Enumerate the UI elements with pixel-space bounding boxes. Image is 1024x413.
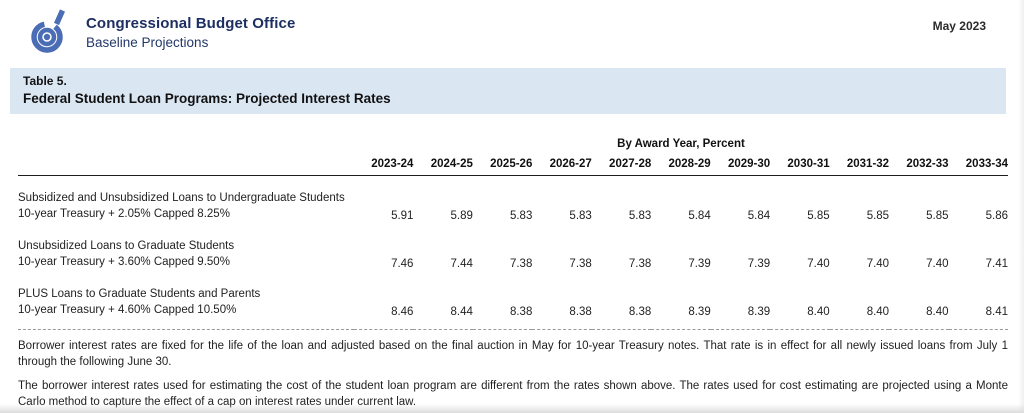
rate-cell: 5.84: [688, 210, 711, 222]
rate-cell: 8.38: [532, 272, 592, 330]
loan-rate-formula: 10-year Treasury + 2.05% Capped 8.25%: [18, 208, 230, 220]
rate-cell: 5.85: [926, 210, 949, 222]
rate-cell: 7.39: [688, 258, 711, 270]
rate-cell: 7.38: [569, 258, 592, 270]
spacer-cell: [18, 158, 354, 176]
brand-text: Congressional Budget Office Baseline Pro…: [86, 15, 295, 50]
rate-cell: 5.89: [450, 210, 473, 222]
table-row: Subsidized and Unsubsidized Loans to Und…: [18, 176, 1008, 225]
rate-cell: 8.40: [829, 272, 890, 330]
rate-cell: 7.41: [985, 258, 1008, 270]
table-title: Federal Student Loan Programs: Projected…: [23, 91, 391, 106]
rate-cell: 7.39: [747, 258, 771, 270]
brand-block: Congressional Budget Office Baseline Pro…: [26, 9, 295, 55]
year-header: 2032-33: [889, 158, 949, 176]
rate-cell: 5.85: [807, 210, 830, 222]
rate-cell: 5.86: [985, 210, 1008, 222]
org-subtitle: Baseline Projections: [86, 34, 209, 50]
rate-cell: 8.39: [651, 272, 711, 330]
rates-table-container: By Award Year, Percent 2023-24 2024-25 2…: [18, 138, 1008, 330]
page-edge-shadow: [1018, 0, 1024, 413]
rates-table: By Award Year, Percent 2023-24 2024-25 2…: [18, 138, 1008, 330]
table-number-label: Table 5.: [23, 74, 67, 88]
table-title-band: Table 5. Federal Student Loan Programs: …: [10, 68, 1006, 114]
rate-cell: 5.83: [628, 210, 652, 222]
rate-cell: 8.46: [354, 272, 414, 330]
rate-cell: 7.40: [807, 258, 830, 270]
rate-cell: 5.85: [866, 210, 890, 222]
loan-program-name: Unsubsidized Loans to Graduate Students: [18, 240, 235, 252]
table-row: Unsubsidized Loans to Graduate Students …: [18, 224, 1008, 272]
year-header: 2028-29: [651, 158, 711, 176]
year-header: 2031-32: [829, 158, 890, 176]
rate-cell: 7.38: [628, 258, 652, 270]
rate-cell: 5.91: [391, 210, 414, 222]
rate-cell: 8.40: [889, 272, 949, 330]
year-header: 2029-30: [710, 158, 771, 176]
rate-cell: 7.46: [391, 258, 414, 270]
rate-cell: 5.83: [569, 210, 592, 222]
rate-cell: 8.44: [413, 272, 473, 330]
rate-cell: 8.40: [770, 272, 830, 330]
year-header-row: 2023-24 2024-25 2025-26 2026-27 2027-28 …: [18, 158, 1008, 176]
rate-cell: 5.84: [747, 210, 771, 222]
group-header-row: By Award Year, Percent: [18, 138, 1008, 158]
year-header: 2030-31: [770, 158, 830, 176]
rate-cell: 7.40: [926, 258, 949, 270]
year-header: 2025-26: [472, 158, 533, 176]
row-label: Unsubsidized Loans to Graduate Students …: [18, 224, 354, 272]
rate-cell: 7.44: [450, 258, 473, 270]
year-header: 2024-25: [413, 158, 473, 176]
loan-program-name: Subsidized and Unsubsidized Loans to Und…: [18, 192, 345, 204]
loan-rate-formula: 10-year Treasury + 4.60% Capped 10.50%: [18, 304, 237, 316]
rate-cell: 8.38: [591, 272, 652, 330]
year-header: 2026-27: [532, 158, 592, 176]
loan-rate-formula: 10-year Treasury + 3.60% Capped 9.50%: [18, 256, 230, 268]
footnotes: Borrower interest rates are fixed for th…: [18, 338, 1008, 410]
rate-cell: 8.38: [472, 272, 533, 330]
year-header: 2023-24: [354, 158, 414, 176]
loan-program-name: PLUS Loans to Graduate Students and Pare…: [18, 288, 261, 300]
year-header: 2033-34: [948, 158, 1008, 176]
rate-cell: 8.39: [710, 272, 771, 330]
row-label: Subsidized and Unsubsidized Loans to Und…: [18, 176, 354, 225]
year-header: 2027-28: [591, 158, 652, 176]
group-header: By Award Year, Percent: [617, 138, 745, 150]
rate-cell: 7.40: [866, 258, 890, 270]
rate-cell: 7.38: [509, 258, 533, 270]
org-name: Congressional Budget Office: [86, 14, 296, 32]
rate-cell: 8.41: [948, 272, 1008, 330]
rate-cell: 5.83: [509, 210, 533, 222]
document-date: May 2023: [932, 19, 986, 33]
table-row: PLUS Loans to Graduate Students and Pare…: [18, 272, 1008, 330]
row-label: PLUS Loans to Graduate Students and Pare…: [18, 272, 354, 330]
page-bottom-shadow: [0, 404, 1024, 413]
spacer-cell: [18, 138, 354, 158]
footnote: Borrower interest rates are fixed for th…: [18, 340, 1008, 368]
cbo-logo-icon: [31, 9, 66, 53]
document-header: Congressional Budget Office Baseline Pro…: [0, 0, 1024, 55]
